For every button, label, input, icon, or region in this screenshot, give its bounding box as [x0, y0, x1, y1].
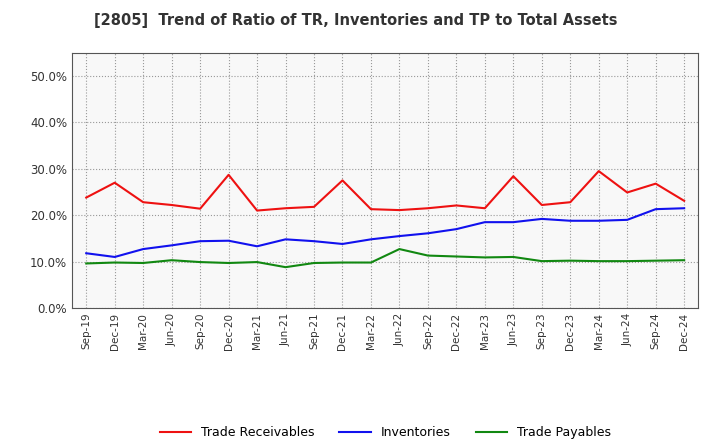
- Inventories: [509, 220, 518, 225]
- Trade Receivables: [196, 206, 204, 211]
- Trade Payables: [110, 260, 119, 265]
- Trade Receivables: [509, 174, 518, 179]
- Trade Receivables: [338, 178, 347, 183]
- Trade Payables: [338, 260, 347, 265]
- Inventories: [253, 244, 261, 249]
- Trade Payables: [253, 260, 261, 265]
- Inventories: [595, 218, 603, 224]
- Text: [2805]  Trend of Ratio of TR, Inventories and TP to Total Assets: [2805] Trend of Ratio of TR, Inventories…: [94, 13, 617, 28]
- Inventories: [623, 217, 631, 223]
- Trade Payables: [623, 258, 631, 264]
- Legend: Trade Receivables, Inventories, Trade Payables: Trade Receivables, Inventories, Trade Pa…: [155, 422, 616, 440]
- Trade Payables: [282, 264, 290, 270]
- Trade Payables: [167, 257, 176, 263]
- Trade Receivables: [310, 204, 318, 209]
- Inventories: [652, 206, 660, 212]
- Inventories: [480, 220, 489, 225]
- Inventories: [566, 218, 575, 224]
- Trade Payables: [595, 258, 603, 264]
- Trade Payables: [680, 257, 688, 263]
- Trade Receivables: [395, 207, 404, 213]
- Trade Receivables: [537, 202, 546, 208]
- Trade Receivables: [253, 208, 261, 213]
- Trade Receivables: [480, 205, 489, 211]
- Trade Receivables: [82, 195, 91, 200]
- Inventories: [680, 205, 688, 211]
- Trade Receivables: [595, 169, 603, 174]
- Trade Payables: [509, 254, 518, 260]
- Trade Payables: [139, 260, 148, 266]
- Trade Payables: [480, 255, 489, 260]
- Trade Payables: [225, 260, 233, 266]
- Trade Payables: [423, 253, 432, 258]
- Trade Receivables: [423, 205, 432, 211]
- Inventories: [82, 251, 91, 256]
- Inventories: [139, 246, 148, 252]
- Inventories: [282, 237, 290, 242]
- Inventories: [225, 238, 233, 243]
- Line: Inventories: Inventories: [86, 208, 684, 257]
- Trade Payables: [366, 260, 375, 265]
- Trade Payables: [566, 258, 575, 263]
- Trade Receivables: [139, 200, 148, 205]
- Trade Payables: [82, 261, 91, 266]
- Trade Receivables: [566, 200, 575, 205]
- Line: Trade Payables: Trade Payables: [86, 249, 684, 267]
- Inventories: [423, 231, 432, 236]
- Inventories: [310, 238, 318, 244]
- Trade Receivables: [680, 198, 688, 203]
- Inventories: [537, 216, 546, 222]
- Trade Receivables: [167, 202, 176, 208]
- Inventories: [452, 227, 461, 232]
- Inventories: [366, 237, 375, 242]
- Inventories: [338, 241, 347, 246]
- Trade Payables: [310, 260, 318, 266]
- Trade Payables: [196, 260, 204, 265]
- Trade Payables: [452, 254, 461, 259]
- Trade Receivables: [366, 206, 375, 212]
- Trade Receivables: [282, 205, 290, 211]
- Line: Trade Receivables: Trade Receivables: [86, 171, 684, 211]
- Trade Receivables: [652, 181, 660, 186]
- Trade Receivables: [225, 172, 233, 177]
- Trade Payables: [395, 246, 404, 252]
- Trade Receivables: [110, 180, 119, 185]
- Inventories: [196, 238, 204, 244]
- Trade Payables: [652, 258, 660, 263]
- Trade Receivables: [452, 203, 461, 208]
- Trade Payables: [537, 258, 546, 264]
- Inventories: [167, 243, 176, 248]
- Inventories: [110, 254, 119, 260]
- Inventories: [395, 234, 404, 239]
- Trade Receivables: [623, 190, 631, 195]
